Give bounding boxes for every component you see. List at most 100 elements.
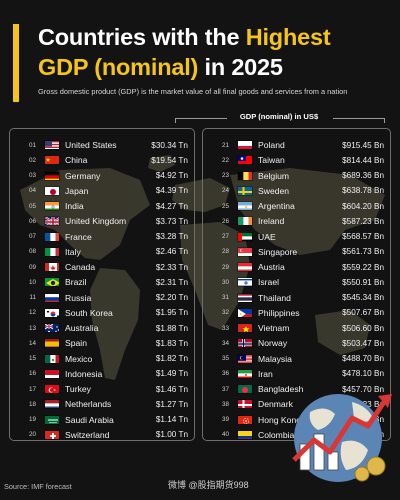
gdp-value: $2.33 Tn xyxy=(155,262,188,272)
country-name: Bangladesh xyxy=(258,384,304,394)
table-row: 30 Israel $550.91 Bn xyxy=(203,274,390,290)
gdp-value: $1.46 Tn xyxy=(155,384,188,394)
gdp-column-header: GDP (nominal) in US$ xyxy=(175,111,385,125)
gdp-value: $457.70 Bn xyxy=(342,384,384,394)
de-flag-icon xyxy=(44,170,60,181)
ch-flag-icon xyxy=(44,429,60,440)
table-row: 34 Norway $503.47 Bn xyxy=(203,335,390,351)
gdp-value: $506.60 Bn xyxy=(342,323,384,333)
rank-number: 11 xyxy=(29,294,36,301)
ie-flag-icon xyxy=(237,216,253,227)
gdp-value: $1.95 Tn xyxy=(155,308,188,318)
rank-number: 02 xyxy=(28,156,36,164)
globe-chart-illustration xyxy=(292,394,392,482)
us-flag-icon xyxy=(44,140,60,150)
it-flag-icon xyxy=(44,246,60,257)
id-flag-icon xyxy=(44,368,60,379)
country-name: UAE xyxy=(258,231,276,242)
gdp-value: $2.31 Tn xyxy=(155,277,188,287)
table-row: 37 Bangladesh $457.70 Bn xyxy=(203,381,390,397)
ranking-column-left: 01 United States $30.34 Tn 02 China $19.54 Tn… xyxy=(9,128,195,441)
rank-number: 23 xyxy=(221,172,229,179)
rank-number: 28 xyxy=(221,248,229,256)
rank-number: 19 xyxy=(28,416,36,423)
rank-number: 29 xyxy=(221,263,229,271)
rank-number: 16 xyxy=(28,370,36,378)
gdp-value: $1.14 Tn xyxy=(155,415,188,424)
country-name: Argentina xyxy=(258,201,295,211)
rank-number: 03 xyxy=(28,172,36,179)
table-row: 21 Poland $915.45 Bn xyxy=(203,137,390,153)
country-name: Switzerland xyxy=(65,429,110,440)
table-row: 19 Saudi Arabia $1.14 Tn xyxy=(10,412,194,428)
rank-number: 13 xyxy=(28,324,36,332)
rank-number: 27 xyxy=(221,233,229,240)
gdp-value: $689.36 Bn xyxy=(342,171,384,180)
country-name: Ireland xyxy=(258,216,285,227)
jp-flag-icon xyxy=(44,185,60,196)
rank-number: 18 xyxy=(28,400,36,408)
gdp-value: $550.91 Bn xyxy=(342,277,384,287)
gdp-value: $503.47 Bn xyxy=(342,338,384,348)
gdp-value: $587.23 Bn xyxy=(342,216,384,226)
sa-flag-icon xyxy=(44,414,60,425)
country-name: Germany xyxy=(65,170,101,181)
country-name: Vietnam xyxy=(258,323,290,333)
gdp-value: $915.45 Bn xyxy=(342,140,384,150)
country-name: United Kingdom xyxy=(65,216,127,227)
co-flag-icon xyxy=(237,429,253,440)
gdp-value: $19.54 Tn xyxy=(151,155,188,165)
bd-flag-icon xyxy=(237,384,253,394)
gdp-value: $1.27 Tn xyxy=(155,399,188,409)
rank-number: 21 xyxy=(221,141,229,149)
gdp-value: $638.78 Bn xyxy=(342,186,384,196)
country-name: Poland xyxy=(258,140,285,150)
country-name: China xyxy=(65,155,88,166)
country-name: Thailand xyxy=(258,292,291,303)
country-name: France xyxy=(65,231,92,242)
country-name: Norway xyxy=(258,338,288,349)
table-row: 27 UAE $568.57 Bn xyxy=(203,229,390,245)
gdp-value: $4.92 Tn xyxy=(155,171,188,180)
country-name: Russia xyxy=(65,292,92,303)
gdp-value: $2.46 Tn xyxy=(155,247,188,257)
country-name: Spain xyxy=(65,338,87,349)
kr-flag-icon xyxy=(44,307,60,318)
table-row: 10 Brazil $2.31 Tn xyxy=(10,274,194,290)
country-name: Indonesia xyxy=(65,368,103,379)
rank-number: 31 xyxy=(221,294,229,301)
in-flag-icon xyxy=(44,201,60,211)
rank-number: 12 xyxy=(28,309,36,317)
se-flag-icon xyxy=(237,185,253,196)
table-row: 01 United States $30.34 Tn xyxy=(10,137,194,153)
title-line1-white: Countries with the xyxy=(38,24,246,50)
ae-flag-icon xyxy=(237,231,253,242)
rank-number: 05 xyxy=(28,202,36,210)
rank-number: 33 xyxy=(221,324,229,332)
table-row: 04 Japan $4.39 Tn xyxy=(10,183,194,199)
rank-number: 40 xyxy=(221,431,229,439)
table-row: 17 Turkey $1.46 Tn xyxy=(10,381,194,397)
country-name: Australia xyxy=(65,323,99,333)
title-accent-bar xyxy=(13,24,19,102)
gdp-value: $1.88 Tn xyxy=(155,323,188,333)
rank-number: 24 xyxy=(221,187,229,195)
pl-flag-icon xyxy=(237,140,253,150)
rank-number: 09 xyxy=(28,263,36,271)
sg-flag-icon xyxy=(237,246,253,257)
rank-number: 30 xyxy=(221,278,229,286)
rank-number: 15 xyxy=(28,355,36,362)
rank-number: 35 xyxy=(221,355,229,362)
rank-number: 39 xyxy=(221,416,229,423)
ar-flag-icon xyxy=(237,201,253,211)
ca-flag-icon xyxy=(44,262,60,272)
gdp-value: $2.20 Tn xyxy=(155,293,188,302)
gdp-value: $4.27 Tn xyxy=(155,201,188,211)
table-row: 35 Malaysia $488.70 Bn xyxy=(203,351,390,367)
header-bracket-right-tick xyxy=(384,118,385,123)
header-bracket-right xyxy=(333,118,385,119)
nl-flag-icon xyxy=(44,399,60,410)
rank-number: 06 xyxy=(28,217,36,225)
country-name: Denmark xyxy=(258,399,293,410)
source-note: Source: IMF forecast xyxy=(4,482,72,491)
